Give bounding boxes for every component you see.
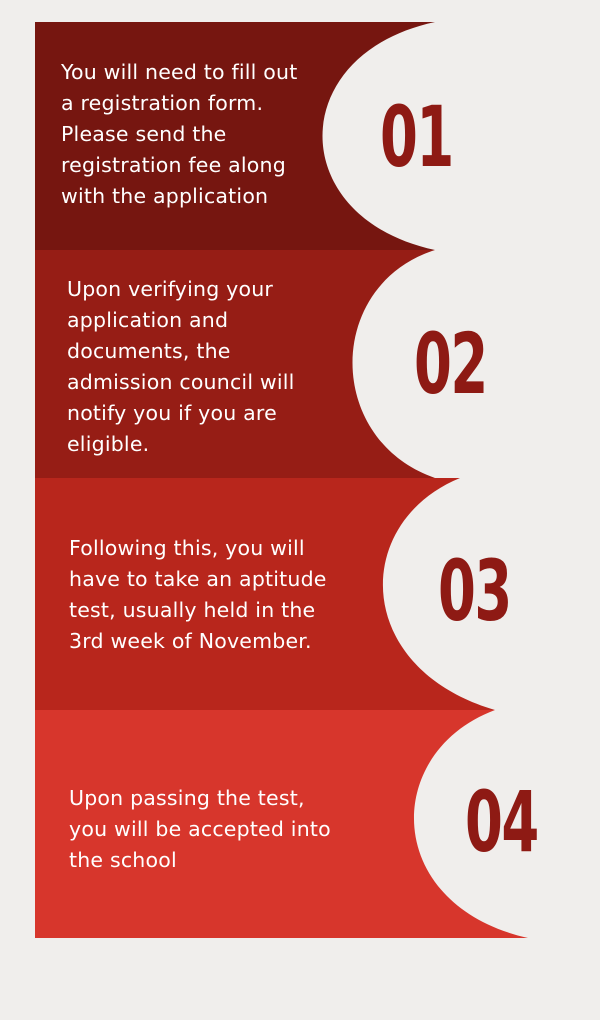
step-2-number: 02: [414, 315, 488, 413]
step-3-number: 03: [438, 542, 512, 640]
step-4-number: 04: [465, 773, 539, 871]
step-3-text: Following this, you will have to take an…: [69, 536, 327, 653]
step-2-text: Upon verifying your application and docu…: [67, 277, 295, 456]
step-1-band: [35, 22, 435, 250]
step-1-number: 01: [380, 88, 454, 186]
step-1-text: You will need to fill out a registration…: [61, 60, 298, 208]
step-4-text: Upon passing the test, you will be accep…: [69, 786, 331, 872]
step-4-band: [35, 710, 528, 938]
step-2-band: [35, 250, 435, 478]
step-3-band: [35, 478, 495, 710]
